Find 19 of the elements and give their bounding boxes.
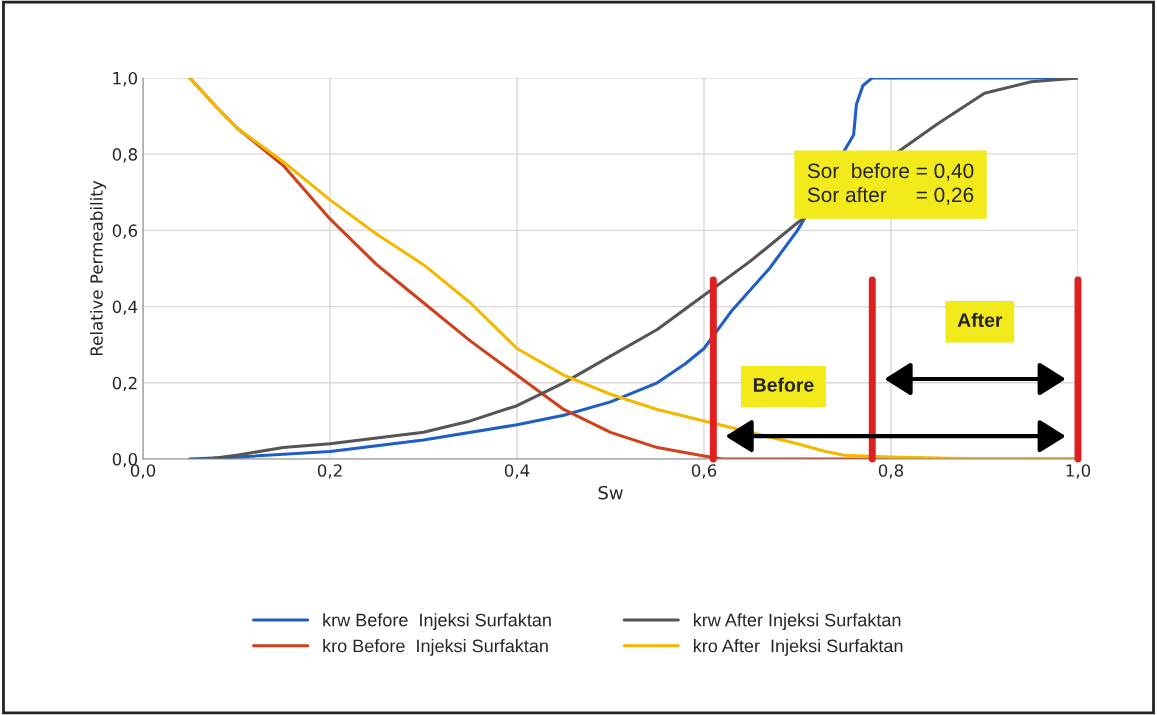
y-tick-label: 0,4: [112, 300, 138, 315]
x-tick-label: 0,4: [504, 464, 530, 479]
x-tick-label: 1,0: [1066, 464, 1091, 479]
y-axis-title: Relative Permeability: [89, 180, 107, 356]
legend-label: kro After Injeksi Surfaktan: [693, 639, 903, 656]
x-tick-label: 0,6: [691, 464, 717, 479]
annotation: After: [957, 312, 1003, 328]
x-axis-title: Sw: [598, 485, 623, 500]
x-tick-label: 0,8: [878, 464, 904, 479]
annotation: Sor before = 0,40 Sor after = 0,26: [807, 162, 974, 205]
y-tick-label: 0,8: [112, 148, 137, 163]
legend-label: krw Before Injeksi Surfaktan: [323, 613, 551, 630]
annotation: Before: [753, 377, 814, 392]
legend-label: krw After Injeksi Surfaktan: [693, 613, 901, 630]
y-tick-label: 0,2: [112, 376, 137, 392]
legend-label: kro Before Injeksi Surfaktan: [323, 639, 548, 656]
x-tick-label: 0,2: [317, 464, 342, 479]
y-tick-label: 0,6: [112, 224, 138, 239]
y-tick-label: 1,0: [113, 71, 138, 87]
